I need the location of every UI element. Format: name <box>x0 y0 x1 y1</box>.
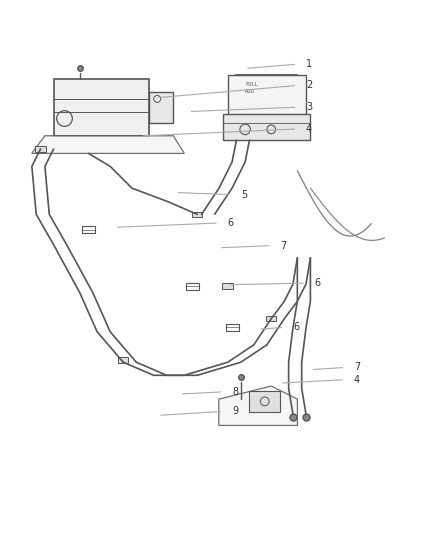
Polygon shape <box>32 136 184 154</box>
Bar <box>118 358 128 362</box>
Text: 6: 6 <box>228 218 234 228</box>
Bar <box>226 324 239 331</box>
Polygon shape <box>219 386 297 425</box>
Text: 6: 6 <box>315 278 321 288</box>
Bar <box>186 282 199 289</box>
Text: FULL: FULL <box>245 82 258 87</box>
Bar <box>35 147 46 151</box>
Text: 5: 5 <box>241 190 247 200</box>
Text: 3: 3 <box>306 102 312 112</box>
Bar <box>82 226 95 233</box>
FancyBboxPatch shape <box>223 114 311 140</box>
FancyBboxPatch shape <box>228 75 306 118</box>
Bar <box>223 284 233 289</box>
Bar <box>192 212 202 217</box>
Text: 8: 8 <box>232 387 238 397</box>
Text: 4: 4 <box>306 124 312 134</box>
Text: 1: 1 <box>306 59 312 69</box>
Text: 2: 2 <box>306 80 312 91</box>
Text: 6: 6 <box>293 322 299 333</box>
Text: 4: 4 <box>354 375 360 385</box>
Text: ADD: ADD <box>245 90 255 94</box>
Text: 9: 9 <box>232 407 238 416</box>
Text: 7: 7 <box>280 240 286 251</box>
Bar <box>266 316 276 321</box>
FancyBboxPatch shape <box>53 79 149 136</box>
Text: 7: 7 <box>354 362 360 373</box>
FancyBboxPatch shape <box>250 391 280 413</box>
FancyBboxPatch shape <box>149 92 173 123</box>
